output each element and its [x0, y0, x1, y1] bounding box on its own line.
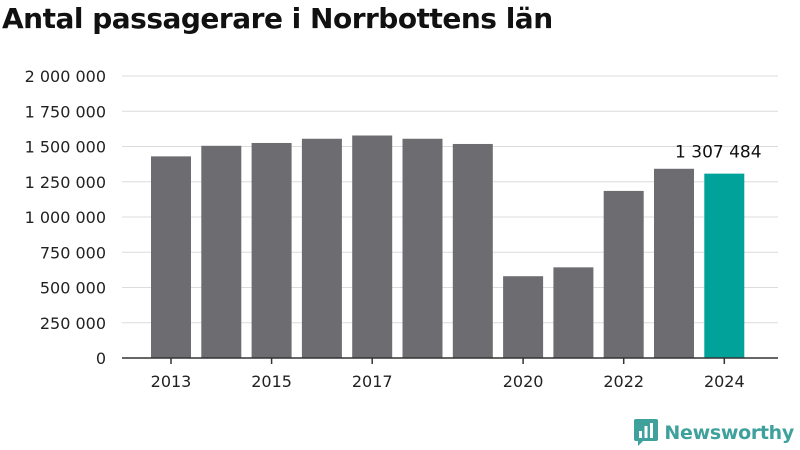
- bar-2023: [654, 168, 694, 358]
- x-tick-label: 2017: [352, 372, 393, 391]
- y-tick-label: 1 250 000: [25, 173, 106, 192]
- chart-title: Antal passagerare i Norrbottens län: [2, 2, 553, 35]
- x-tick-label: 2024: [704, 372, 745, 391]
- y-tick-label: 1 000 000: [25, 208, 106, 227]
- x-tick-label: 2020: [503, 372, 544, 391]
- y-tick-label: 2 000 000: [25, 67, 106, 86]
- y-tick-label: 500 000: [40, 279, 106, 298]
- x-axis-tick-labels: 2013 2015 2017 2020 2022 2024: [151, 372, 745, 391]
- x-tick-label: 2013: [151, 372, 192, 391]
- bar-2013: [151, 156, 191, 358]
- brand-name: Newsworthy: [664, 422, 794, 444]
- bar-2024: [704, 173, 745, 358]
- bar-2016: [301, 138, 342, 358]
- y-tick-label: 750 000: [40, 243, 106, 262]
- y-tick-label: 1 500 000: [25, 138, 106, 157]
- y-tick-label: 250 000: [40, 314, 106, 333]
- bar-2015: [251, 142, 292, 358]
- bar-2021: [553, 267, 594, 358]
- bar-2020: [503, 276, 544, 358]
- y-tick-label: 0: [96, 349, 106, 368]
- bar-2014: [201, 145, 242, 358]
- bars: [151, 135, 745, 358]
- bar-2017: [352, 135, 393, 358]
- y-tick-label: 1 750 000: [25, 102, 106, 121]
- data-label-2024: 1 307 484: [675, 143, 762, 163]
- brand-logo: Newsworthy: [634, 419, 794, 447]
- bar-2018: [402, 138, 443, 358]
- y-axis-tick-labels: 0 250 000 500 000 750 000 1 000 000 1 250 000…: [25, 67, 106, 368]
- data-labels: 1 307 484: [675, 143, 762, 163]
- x-tick-label: 2015: [251, 372, 292, 391]
- bar-chart: 0 250 000 500 000 750 000 1 000 000 1 250 000…: [25, 67, 778, 391]
- bar-2019: [452, 143, 493, 358]
- bar-2022: [603, 190, 644, 358]
- x-axis: [122, 357, 778, 364]
- newsworthy-logo-icon: [634, 419, 659, 446]
- x-tick-label: 2022: [603, 372, 644, 391]
